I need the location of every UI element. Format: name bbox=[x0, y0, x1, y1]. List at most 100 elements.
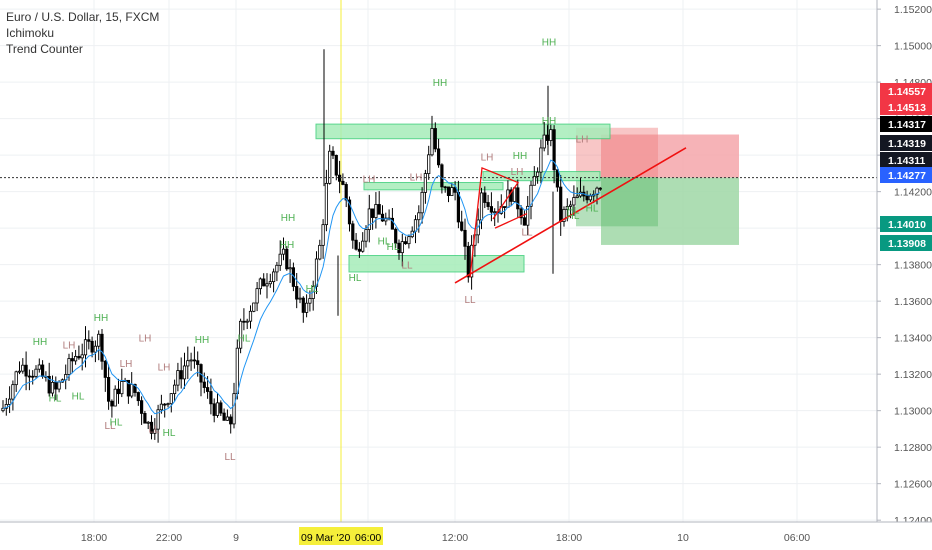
candle-body bbox=[331, 150, 335, 156]
swing-label-hh: HH bbox=[195, 335, 209, 346]
candle-body bbox=[130, 383, 134, 397]
take-profit-zone bbox=[601, 177, 739, 245]
candle-body bbox=[420, 191, 424, 214]
candle-body bbox=[443, 186, 447, 189]
price-tag-label: 1.14010 bbox=[888, 219, 926, 231]
swing-label-lh: LH bbox=[481, 153, 494, 164]
swing-label-hl: HL bbox=[110, 417, 123, 428]
swing-label-ll: LL bbox=[521, 227, 533, 238]
price-tag-label: 1.13908 bbox=[888, 238, 926, 250]
candle-body bbox=[110, 400, 114, 407]
swing-label-hl: HL bbox=[378, 237, 391, 248]
candle-body bbox=[397, 242, 401, 254]
candle-body bbox=[54, 381, 58, 390]
candle-body bbox=[453, 187, 457, 193]
candle-body bbox=[149, 421, 154, 434]
time-tick-label: 06:00 bbox=[784, 532, 810, 544]
swing-label-hh: HH bbox=[542, 38, 556, 49]
swing-label-lh: LH bbox=[410, 173, 423, 184]
indicator-trend-counter[interactable]: Trend Counter bbox=[6, 42, 83, 56]
candle-body bbox=[572, 197, 576, 206]
candle-body bbox=[552, 129, 556, 171]
swing-label-hl: HL bbox=[238, 333, 251, 344]
candle-body bbox=[288, 267, 292, 270]
candle-body bbox=[578, 191, 583, 197]
candle-body bbox=[502, 206, 507, 208]
swing-label-hl: HL bbox=[567, 211, 580, 222]
swing-label-hl: HL bbox=[306, 284, 319, 295]
candle-body bbox=[559, 186, 563, 222]
price-tag bbox=[880, 135, 932, 151]
candle-body bbox=[598, 187, 602, 190]
swing-label-hl: HL bbox=[72, 392, 85, 403]
candle-body bbox=[433, 128, 437, 150]
candle-body bbox=[87, 339, 91, 342]
swing-label-lh: LH bbox=[511, 167, 524, 178]
candle-body bbox=[413, 219, 418, 232]
candle-body bbox=[562, 209, 566, 222]
candle-body bbox=[374, 204, 378, 218]
swing-label-lh: LH bbox=[576, 134, 589, 145]
candle-body bbox=[479, 192, 484, 221]
candle-body bbox=[446, 186, 451, 196]
swing-label-lh: LH bbox=[158, 363, 171, 374]
swing-label-hh: HH bbox=[94, 313, 108, 324]
candle-body bbox=[417, 212, 421, 221]
candle-body bbox=[169, 393, 173, 405]
indicator-ichimoku[interactable]: Ichimoku bbox=[6, 26, 55, 40]
candle-body bbox=[361, 240, 365, 252]
candle-body bbox=[318, 244, 322, 260]
price-tag bbox=[880, 216, 932, 232]
time-tick-label: 12:00 bbox=[442, 532, 468, 544]
candle-body bbox=[212, 403, 216, 416]
candle-body bbox=[347, 199, 352, 225]
trend-line bbox=[454, 147, 687, 284]
swing-label-lh: LH bbox=[63, 341, 76, 352]
candle-body bbox=[262, 278, 266, 287]
candle-body bbox=[229, 416, 233, 425]
candle-body bbox=[189, 359, 193, 362]
candle-body bbox=[565, 206, 569, 210]
candle-body bbox=[31, 375, 35, 378]
candle-body bbox=[143, 412, 147, 424]
stop-loss-zone bbox=[601, 134, 739, 178]
price-tick-label: 1.12800 bbox=[894, 442, 932, 454]
candle-body bbox=[83, 339, 88, 356]
time-tick-label: 9 bbox=[233, 532, 239, 544]
price-tag-label: 1.14277 bbox=[888, 170, 926, 182]
price-tick-label: 1.13000 bbox=[894, 406, 932, 418]
candle-body bbox=[11, 384, 15, 400]
price-tag-label: 1.14311 bbox=[888, 155, 926, 167]
candle-body bbox=[159, 403, 163, 411]
symbol-title[interactable]: Euro / U.S. Dollar, 15, FXCM bbox=[6, 10, 160, 24]
candle-body bbox=[394, 228, 398, 244]
price-tag bbox=[880, 152, 932, 168]
price-tick-label: 1.12600 bbox=[894, 479, 932, 491]
candle-body bbox=[308, 298, 312, 304]
candle-body bbox=[400, 241, 404, 254]
swing-label-hl: HL bbox=[163, 428, 176, 439]
candle-body bbox=[403, 241, 408, 245]
candle-body bbox=[265, 283, 269, 287]
support-resistance-zone bbox=[363, 182, 504, 191]
candle-body bbox=[21, 364, 25, 372]
candle-body bbox=[93, 345, 97, 353]
candle-body bbox=[328, 150, 332, 184]
swing-label-hl: HL bbox=[349, 273, 362, 284]
candle-body bbox=[41, 364, 45, 377]
candle-body bbox=[549, 129, 553, 141]
candle-body bbox=[285, 248, 289, 270]
candle-body bbox=[176, 370, 180, 386]
candle-body bbox=[575, 195, 579, 198]
candle-body bbox=[219, 402, 223, 414]
candle-body bbox=[595, 187, 599, 195]
candle-body bbox=[166, 403, 170, 406]
price-tag bbox=[880, 167, 932, 183]
price-tick-label: 1.13400 bbox=[894, 333, 932, 345]
price-tag-label: 1.14319 bbox=[888, 138, 926, 150]
candle-body bbox=[493, 211, 497, 214]
candle-body bbox=[536, 171, 540, 177]
candle-body bbox=[80, 354, 84, 359]
candle-body bbox=[460, 221, 464, 231]
